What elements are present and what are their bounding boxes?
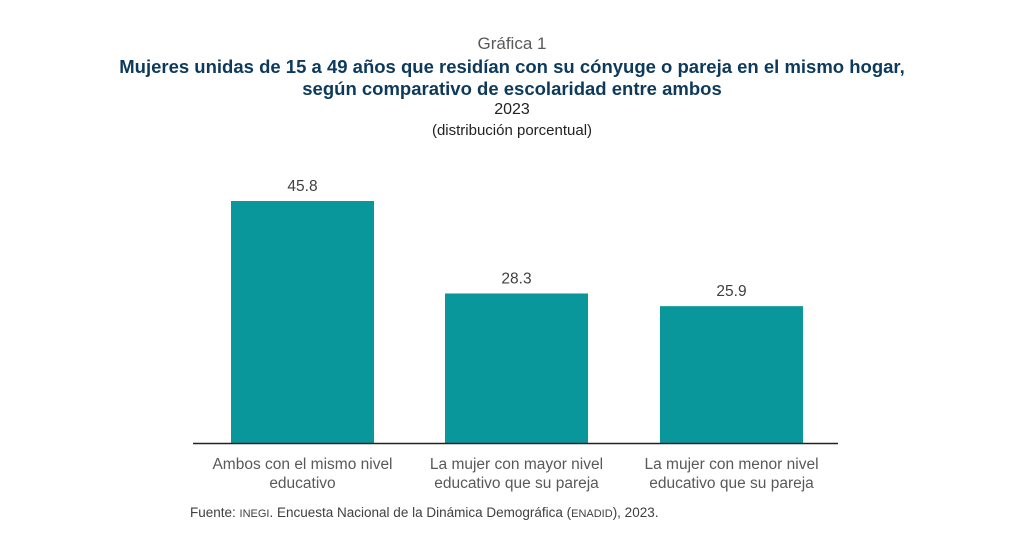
data-label: 45.8 <box>287 178 317 195</box>
chart-title-line-1: Mujeres unidas de 15 a 49 años que resid… <box>119 56 905 77</box>
bar <box>660 306 803 443</box>
bar <box>445 293 588 443</box>
chart-title-line-2: según comparativo de escolaridad entre a… <box>302 78 722 99</box>
source-survey: ENADID <box>571 508 613 520</box>
chart-unit: (distribución porcentual) <box>431 122 593 139</box>
source-prefix: Fuente: <box>190 505 240 520</box>
source-suffix: ), 2023. <box>612 505 659 520</box>
category-label: La mujer con menor nivel educativo que s… <box>644 456 819 492</box>
data-label: 25.9 <box>716 283 746 300</box>
chart-kicker: Gráfica 1 <box>477 34 547 53</box>
category-label: La mujer con mayor nivel educativo que s… <box>429 456 604 492</box>
category-label: Ambos con el mismo nivel educativo <box>212 456 393 492</box>
source-org: INEGI <box>239 508 270 520</box>
source-note: Fuente: INEGI. Encuesta Nacional de la D… <box>190 505 658 520</box>
bar <box>231 201 374 443</box>
data-label: 28.3 <box>501 270 531 287</box>
chart-title: Mujeres unidas de 15 a 49 años que resid… <box>0 56 1024 100</box>
source-title: . Encuesta Nacional de la Dinámica Demog… <box>269 505 572 520</box>
chart-year: 2023 <box>494 101 530 118</box>
